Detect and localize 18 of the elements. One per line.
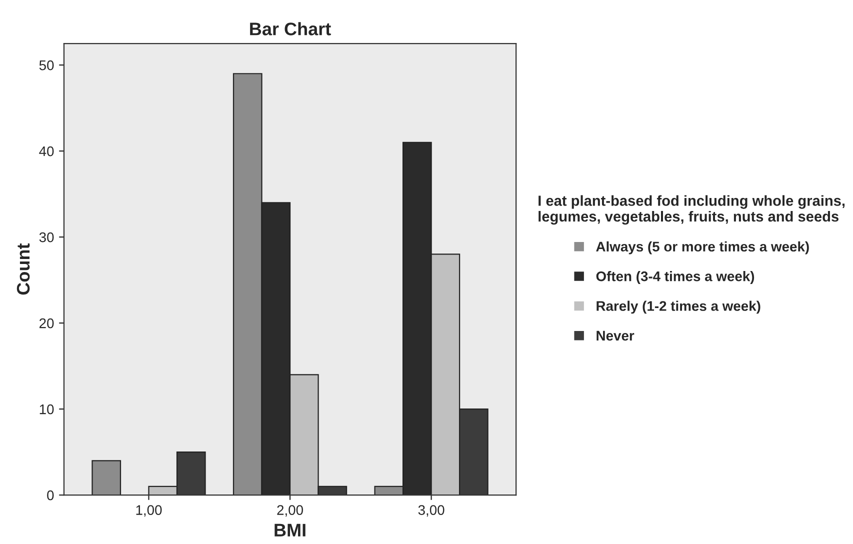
legend-label: Often (3-4 times a week) [596, 271, 754, 284]
chart-title: Bar Chart [250, 22, 331, 36]
legend-label: Never [596, 330, 634, 341]
legend-label: Always (5 or more times a week) [596, 241, 809, 254]
legend-label: Rarely (1-2 times a week) [596, 300, 760, 314]
x-tick-label: 1,00 [136, 505, 162, 517]
y-tick-label: 30 [39, 232, 54, 242]
y-tick-label: 50 [39, 60, 54, 70]
y-tick-label: 10 [40, 404, 54, 414]
y-tick-label: 40 [39, 146, 54, 156]
bar [92, 460, 122, 496]
legend-title: I eat plant-based fod including whole grains, legumes, vegetables, fruits, nuts and seeds [538, 195, 845, 225]
x-tick-label: 2,00 [277, 505, 303, 517]
x-tick-label: 3,00 [418, 505, 444, 517]
y-axis-title: Count [16, 243, 30, 295]
y-tick-label: 20 [40, 318, 54, 328]
y-tick-label: 0 [47, 490, 54, 500]
x-axis-title: BMI [274, 524, 306, 536]
